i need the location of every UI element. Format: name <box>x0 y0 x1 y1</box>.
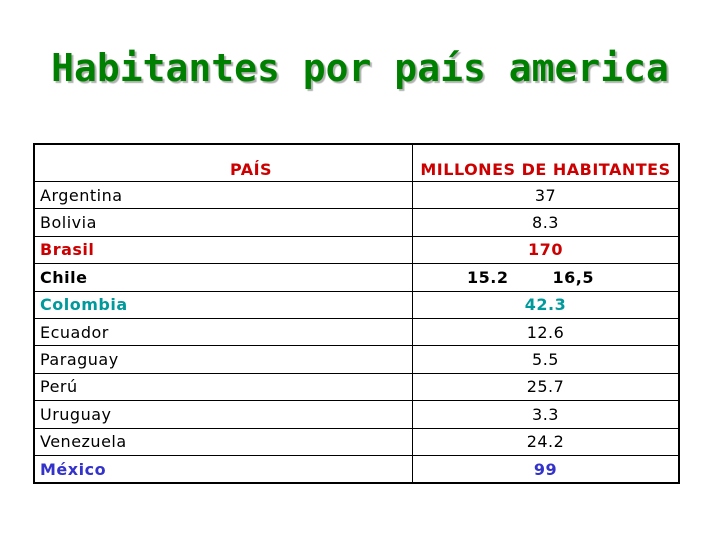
table-row: Perú 25.7 <box>33 372 679 401</box>
country-cell: Perú <box>33 372 413 401</box>
country-cell: Uruguay <box>33 400 413 429</box>
table-header-row: PAÍS MILLONES DE HABITANTES <box>33 143 679 182</box>
value-cell: 25.7 <box>412 372 679 401</box>
page-title: Habitantes por país america <box>51 46 669 90</box>
table-row: Ecuador 12.6 <box>33 317 679 346</box>
table-row: Brasil 170 <box>33 235 679 264</box>
country-cell: México <box>33 454 413 484</box>
table-row: Colombia 42.3 <box>33 290 679 319</box>
value-cell: 15.2 16,5 <box>412 263 679 292</box>
value-cell: 170 <box>412 235 679 264</box>
country-cell: Ecuador <box>33 317 413 346</box>
value-cell: 99 <box>412 454 679 484</box>
table-row: México 99 <box>33 454 679 484</box>
value-cell: 3.3 <box>412 400 679 429</box>
value-cell: 8.3 <box>412 208 679 237</box>
country-cell: Paraguay <box>33 345 413 374</box>
value-primary: 15.2 <box>466 267 509 287</box>
table-row: Chile 15.2 16,5 <box>33 263 679 292</box>
header-population: MILLONES DE HABITANTES <box>412 143 679 182</box>
population-table: PAÍS MILLONES DE HABITANTES Argentina 37… <box>33 143 680 485</box>
value-cell: 5.5 <box>412 345 679 374</box>
table-row: Venezuela 24.2 <box>33 427 679 456</box>
value-alternate: 16,5 <box>552 267 595 287</box>
country-cell: Brasil <box>33 235 413 264</box>
value-cell: 37 <box>412 180 679 209</box>
table-row: Argentina 37 <box>33 180 679 209</box>
table-row: Uruguay 3.3 <box>33 400 679 429</box>
value-cell: 42.3 <box>412 290 679 319</box>
country-cell: Bolivia <box>33 208 413 237</box>
country-cell: Venezuela <box>33 427 413 456</box>
table-row: Bolivia 8.3 <box>33 208 679 237</box>
header-country: PAÍS <box>33 143 413 182</box>
value-cell: 24.2 <box>412 427 679 456</box>
table-row: Paraguay 5.5 <box>33 345 679 374</box>
country-cell: Colombia <box>33 290 413 319</box>
country-cell: Chile <box>33 263 413 292</box>
country-cell: Argentina <box>33 180 413 209</box>
value-cell: 12.6 <box>412 317 679 346</box>
